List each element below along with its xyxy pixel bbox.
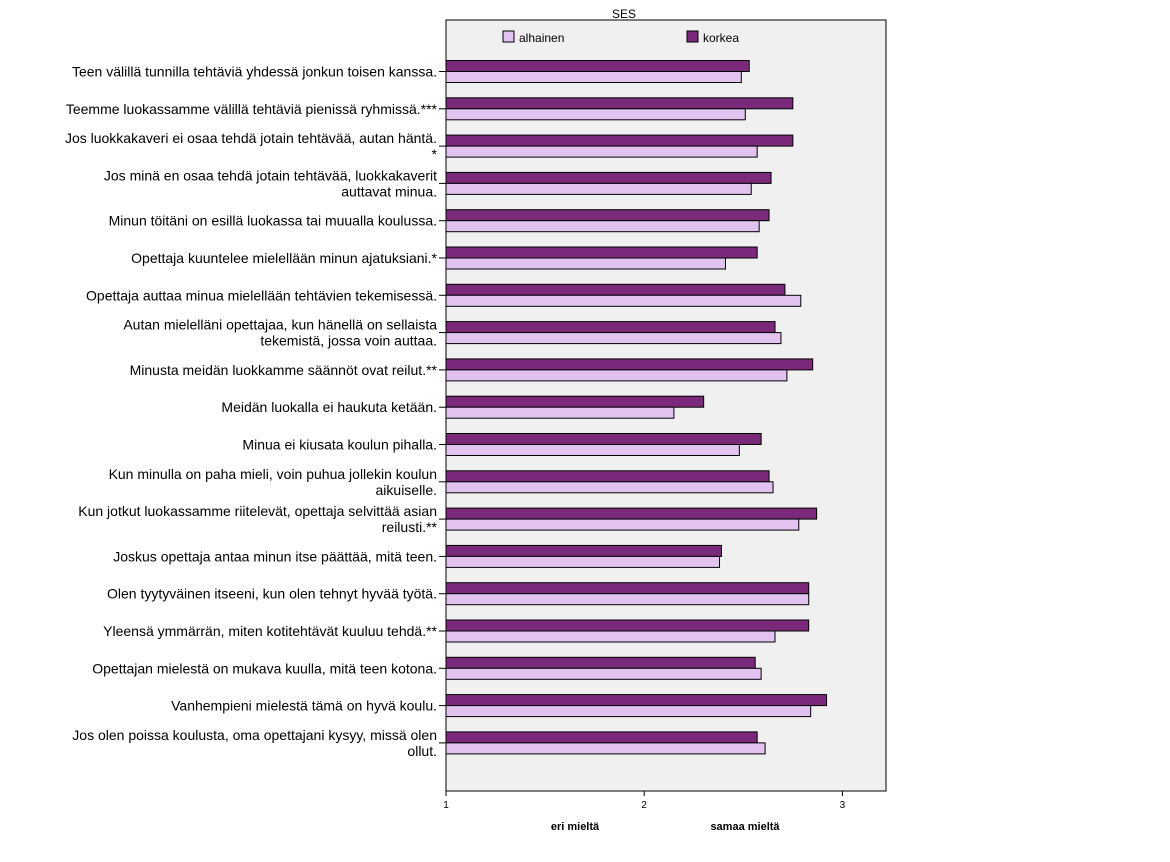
category-label-12-line-2: aikuiselle.	[376, 482, 437, 498]
bar-alhainen-9	[445, 369, 788, 382]
category-labels: Teen välillä tunnilla tehtäviä yhdessä j…	[65, 64, 438, 759]
category-label-3-line-1: Jos luokkakaveri ei osaa tehdä jotain te…	[65, 130, 437, 146]
category-label-8-line-2: tekemistä, jossa voin auttaa.	[260, 333, 437, 349]
bar-korkea-11	[445, 433, 762, 445]
category-label-16: Yleensä ymmärrän, miten kotitehtävät kuu…	[103, 623, 437, 639]
bar-alhainen-5	[445, 220, 760, 233]
x-annotation-right: samaa mieltä	[710, 821, 780, 833]
bar-korkea-6	[445, 246, 758, 259]
bar-korkea-3	[445, 134, 794, 147]
bar-korkea-19	[445, 731, 758, 744]
x-tick-label: 3	[840, 800, 846, 811]
bar-alhainen-15	[445, 593, 810, 606]
bar-korkea-10	[445, 395, 705, 408]
bar-korkea-1	[445, 60, 750, 72]
category-label-19-line-2: ollut.	[407, 743, 437, 759]
bars	[445, 60, 828, 755]
category-label-15: Olen tyytyväinen itseeni, kun olen tehny…	[107, 586, 437, 602]
bar-alhainen-3	[445, 145, 758, 158]
x-axis: 1 2 3	[439, 71, 886, 811]
category-label-10: Meidän luokalla ei haukuta ketään.	[221, 399, 437, 415]
bar-alhainen-17	[445, 667, 762, 680]
bar-alhainen-18	[445, 705, 812, 718]
category-label-1: Teen välillä tunnilla tehtäviä yhdessä j…	[72, 64, 437, 80]
bar-alhainen-19	[445, 742, 766, 755]
category-label-8-line-1: Autan mielelläni opettajaa, kun hänellä …	[123, 317, 437, 333]
bar-alhainen-4	[445, 182, 752, 195]
bar-korkea-18	[445, 694, 828, 707]
bar-alhainen-8	[445, 332, 782, 345]
category-label-13-line-1: Kun jotkut luokassamme riitelevät, opett…	[78, 503, 437, 519]
bar-alhainen-7	[445, 294, 802, 307]
bar-korkea-16	[445, 619, 810, 632]
bar-korkea-8	[445, 321, 776, 334]
x-annotation-left: eri mieltä	[551, 821, 600, 833]
legend-swatch-alhainen	[502, 30, 515, 43]
bar-korkea-7	[445, 283, 786, 296]
bar-alhainen-13	[445, 518, 800, 531]
category-label-17: Opettajan mielestä on mukava kuulla, mit…	[92, 660, 437, 676]
bar-korkea-4	[445, 171, 772, 184]
legend-title: SES	[612, 7, 636, 21]
category-label-18: Vanhempieni mielestä tämä on hyvä koulu.	[171, 698, 437, 714]
bar-alhainen-11	[445, 444, 740, 456]
bar-korkea-17	[445, 656, 756, 669]
bar-alhainen-16	[445, 630, 776, 643]
category-label-14: Joskus opettaja antaa minun itse päättää…	[113, 548, 437, 564]
category-label-5: Minun töitäni on esillä luokassa tai muu…	[109, 213, 437, 229]
bar-korkea-14	[445, 544, 722, 557]
legend-swatch-korkea	[686, 30, 699, 43]
category-label-13-line-2: reilusti.**	[382, 519, 438, 535]
x-tick-label: 2	[641, 800, 647, 811]
bar-alhainen-14	[445, 555, 721, 568]
bar-alhainen-6	[445, 257, 726, 270]
bar-korkea-15	[445, 582, 810, 595]
category-label-7: Opettaja auttaa minua mielellään tehtävi…	[86, 287, 437, 303]
category-label-6: Opettaja kuuntelee mielellään minun ajat…	[131, 250, 437, 266]
bar-korkea-5	[445, 209, 770, 222]
bar-alhainen-12	[445, 481, 774, 494]
category-label-4-line-1: Jos minä en osaa tehdä jotain tehtävää, …	[104, 167, 437, 183]
bar-korkea-12	[445, 470, 770, 483]
bar-alhainen-10	[445, 406, 675, 419]
bar-korkea-13	[445, 507, 818, 520]
category-label-2: Teemme luokassamme välillä tehtäviä pien…	[66, 101, 438, 117]
bar-korkea-2	[445, 97, 794, 110]
legend: alhainen korkea	[502, 30, 739, 45]
bar-korkea-9	[445, 358, 814, 371]
legend-label-korkea: korkea	[703, 31, 739, 45]
legend-label-alhainen: alhainen	[519, 31, 564, 45]
bar-alhainen-2	[445, 108, 746, 121]
x-tick-label: 1	[443, 800, 449, 811]
category-label-12-line-1: Kun minulla on paha mieli, voin puhua jo…	[109, 466, 437, 482]
category-label-9: Minusta meidän luokkamme säännöt ovat re…	[130, 362, 438, 378]
category-label-11: Minua ei kiusata koulun pihalla.	[242, 437, 437, 453]
bar-alhainen-1	[445, 71, 742, 83]
category-label-19-line-1: Jos olen poissa koulusta, oma opettajani…	[72, 727, 437, 743]
category-label-4-line-2: auttavat minua.	[341, 183, 437, 199]
category-label-3-line-2: *	[432, 146, 438, 162]
